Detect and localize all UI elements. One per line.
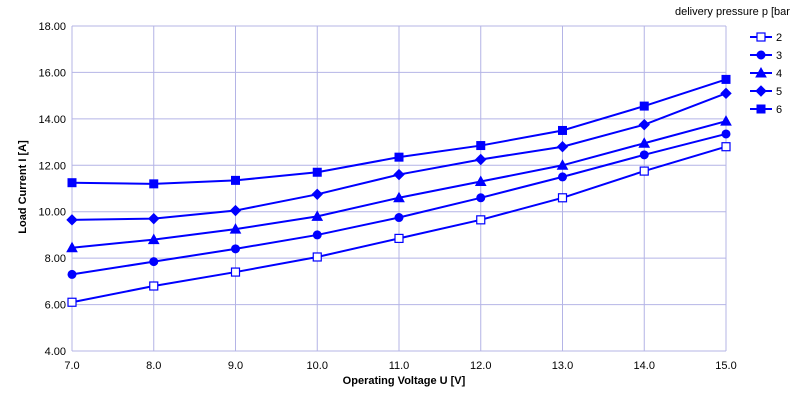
data-point <box>67 269 77 279</box>
x-tick-label: 13.0 <box>552 360 573 372</box>
y-tick-label: 4.00 <box>45 346 66 358</box>
data-point <box>639 166 649 176</box>
data-point <box>394 213 404 223</box>
x-tick-label: 12.0 <box>470 360 491 372</box>
data-point <box>474 175 487 187</box>
x-tick-label: 10.0 <box>307 360 328 372</box>
legend-label: 5 <box>776 86 782 98</box>
data-point <box>231 175 240 185</box>
x-axis-ticks: 7.0 8.0 9.0 10.0 11.0 12.0 13.0 14.0 15.0 <box>64 360 736 372</box>
data-point <box>557 193 568 203</box>
legend: 2 3 4 5 6 <box>750 32 782 116</box>
legend-label: 6 <box>776 104 782 116</box>
legend-item-4: 4 <box>750 66 782 80</box>
legend-item-2: 2 <box>750 32 782 44</box>
data-point <box>149 179 159 189</box>
data-point <box>312 230 322 240</box>
data-point <box>66 241 78 253</box>
data-point <box>639 150 649 160</box>
data-point <box>393 168 405 181</box>
data-point <box>394 152 404 162</box>
data-point <box>312 167 322 177</box>
data-point <box>721 142 731 152</box>
data-point <box>476 141 486 151</box>
data-point <box>311 188 323 201</box>
y-tick-label: 12.00 <box>38 160 66 172</box>
data-point <box>149 257 159 267</box>
data-point <box>556 159 569 170</box>
x-tick-label: 7.0 <box>64 360 79 372</box>
x-tick-label: 14.0 <box>634 360 655 372</box>
y-tick-label: 6.00 <box>45 300 66 312</box>
legend-label: 3 <box>776 50 782 62</box>
data-point <box>756 32 766 42</box>
legend-item-3: 3 <box>750 50 782 62</box>
data-point <box>720 87 732 100</box>
data-point <box>476 193 486 203</box>
data-point <box>558 125 567 135</box>
data-point <box>67 178 77 188</box>
legend-label: 2 <box>776 32 782 44</box>
legend-item-5: 5 <box>750 85 782 98</box>
y-tick-label: 10.00 <box>38 207 66 219</box>
data-point <box>721 74 731 84</box>
y-axis-ticks: 4.00 6.00 8.00 10.00 12.00 14.00 16.00 18.00 <box>38 21 66 358</box>
x-tick-label: 15.0 <box>715 360 736 372</box>
data-point <box>230 267 241 277</box>
data-point <box>755 85 767 97</box>
data-point <box>638 118 650 131</box>
series-6 <box>67 74 731 189</box>
data-point <box>721 129 731 139</box>
x-axis-title: Operating Voltage U [V] <box>343 375 466 387</box>
legend-label: 4 <box>776 68 782 80</box>
data-point <box>231 244 240 254</box>
data-point <box>476 215 486 225</box>
data-point <box>756 50 766 60</box>
series-5 <box>66 87 732 226</box>
data-point <box>755 66 767 78</box>
data-point <box>756 104 766 114</box>
x-tick-label: 8.0 <box>146 360 161 372</box>
y-tick-label: 14.00 <box>38 114 66 126</box>
data-point <box>638 137 651 148</box>
data-point <box>229 223 242 234</box>
data-point <box>394 233 404 244</box>
x-tick-label: 9.0 <box>228 360 243 372</box>
data-point <box>67 297 77 307</box>
y-tick-label: 16.00 <box>38 67 66 79</box>
y-axis-title: Load Current I [A] <box>17 140 29 234</box>
series-4 <box>66 115 732 253</box>
series-3 <box>67 129 731 279</box>
data-point <box>147 233 160 245</box>
series-2 <box>67 142 731 307</box>
legend-item-6: 6 <box>750 104 782 116</box>
data-point <box>475 153 487 166</box>
data-point <box>311 210 324 221</box>
data-point <box>556 141 569 153</box>
data-point <box>639 101 649 111</box>
grid <box>71 25 727 352</box>
legend-title: delivery pressure p [bar <box>675 6 790 18</box>
y-tick-label: 18.00 <box>38 21 66 33</box>
data-point <box>312 252 322 262</box>
data-point <box>148 212 160 225</box>
data-point <box>66 214 78 226</box>
data-point <box>558 172 567 182</box>
x-tick-label: 11.0 <box>389 360 410 372</box>
data-point <box>720 115 732 126</box>
series-group <box>66 74 732 307</box>
data-point <box>393 191 405 203</box>
data-point <box>149 281 159 291</box>
y-tick-label: 8.00 <box>45 253 66 265</box>
data-point <box>229 204 242 217</box>
